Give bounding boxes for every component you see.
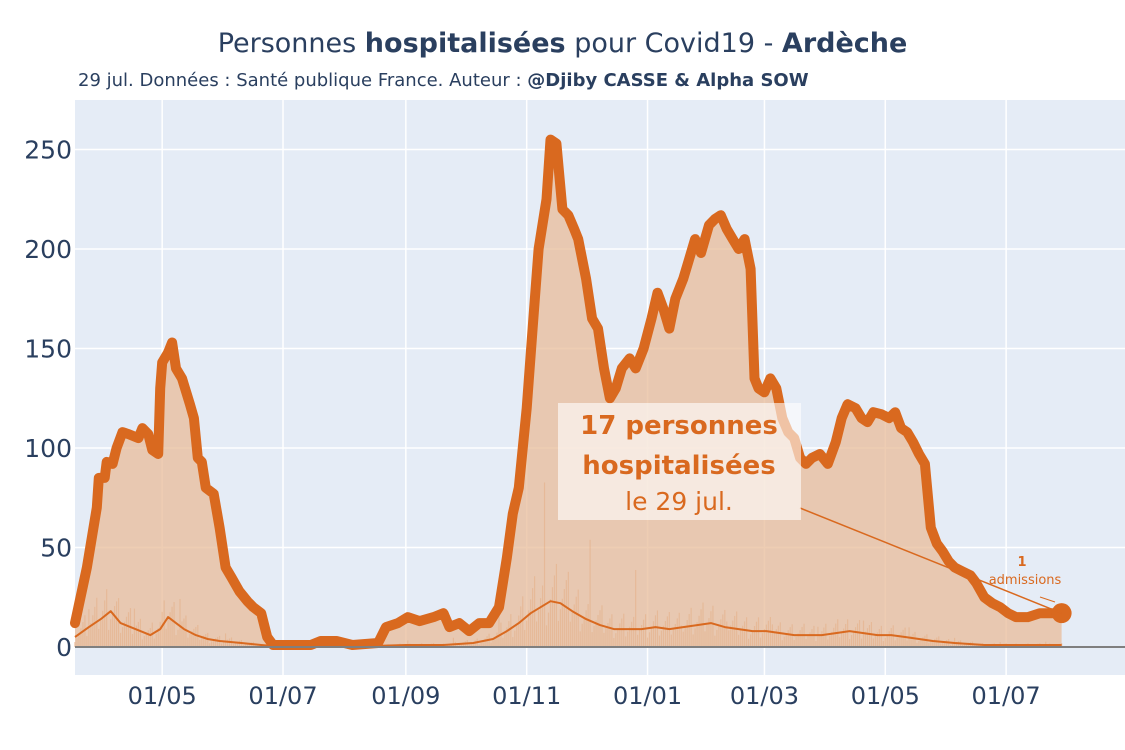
- title-part2: pour Covid19 -: [565, 28, 782, 59]
- x-tick-label: 01/03: [730, 682, 799, 710]
- admission-bar: [1061, 643, 1063, 647]
- x-tick-label: 01/09: [371, 682, 440, 710]
- x-tick-label: 01/01: [613, 682, 682, 710]
- y-tick-label: 200: [24, 235, 72, 264]
- subtitle-author: @Djiby CASSE & Alpha SOW: [527, 70, 809, 91]
- annotation-arrow: [799, 507, 1062, 614]
- y-tick-label: 250: [24, 136, 72, 165]
- subtitle-text: 29 jul. Données : Santé publique France.…: [78, 70, 528, 91]
- title-bold2: Ardèche: [781, 28, 908, 59]
- admissions-value: 1: [1017, 555, 1026, 570]
- admissions-arrow: [1039, 596, 1056, 603]
- admissions-line: [74, 600, 1062, 648]
- chart-subtitle: 29 jul. Données : Santé publique France.…: [78, 70, 809, 91]
- x-tick-label: 01/07: [972, 682, 1041, 710]
- admissions-label: admissions: [989, 573, 1062, 588]
- y-tick-label: 50: [40, 534, 72, 563]
- hospitalized-area: [75, 139, 1062, 647]
- y-tick-label: 100: [24, 434, 72, 463]
- annotation-line2: hospitalisées: [582, 451, 775, 481]
- chart-title: Personnes hospitalisées pour Covid19 - A…: [0, 28, 1125, 59]
- x-tick-label: 01/05: [128, 682, 197, 710]
- x-axis-ticks: 01/05 01/07 01/09 01/11 01/01 01/03 01/05 01/07: [128, 682, 1041, 710]
- title-part1: Personnes: [217, 28, 365, 59]
- annotation-box: [558, 403, 801, 520]
- y-tick-label: 150: [24, 335, 72, 364]
- x-tick-label: 01/05: [851, 682, 920, 710]
- title-bold1: hospitalisées: [364, 28, 566, 59]
- hospitalized-line: [70, 134, 1067, 650]
- y-axis-ticks: 0 50 100 150 200 250: [24, 136, 72, 663]
- y-tick-label: 0: [56, 633, 72, 662]
- annotation-line1: 17 personnes: [580, 411, 778, 441]
- x-tick-label: 01/11: [492, 682, 561, 710]
- x-tick-label: 01/07: [248, 682, 317, 710]
- annotation-line3: le 29 jul.: [625, 487, 733, 516]
